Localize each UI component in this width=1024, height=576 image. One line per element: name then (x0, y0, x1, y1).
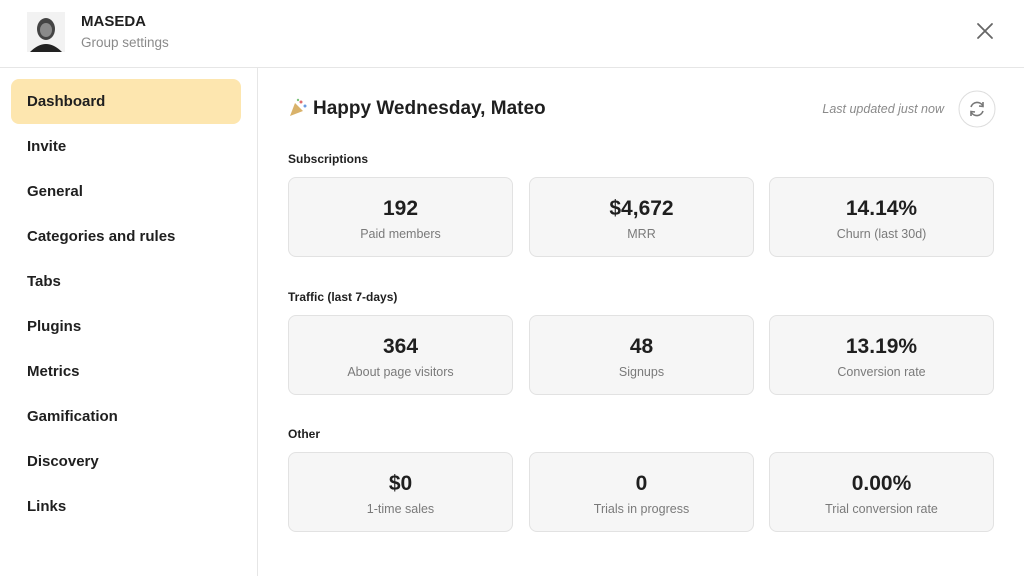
group-subtitle: Group settings (81, 35, 169, 50)
metric-label: Conversion rate (837, 364, 926, 379)
close-button[interactable] (975, 21, 995, 41)
metric-value: $0 (388, 472, 413, 495)
metric-value: 192 (382, 197, 419, 220)
section-title: Other (288, 427, 321, 441)
group-name: MASEDA (81, 13, 147, 30)
metric-card: 364 About page visitors (288, 314, 513, 395)
greeting: Happy Wednesday, Mateo (313, 98, 546, 119)
metric-card: $0 1-time sales (288, 452, 513, 532)
metric-label: MRR (627, 227, 656, 241)
metric-card: 0.00% Trial conversion rate (769, 452, 994, 532)
metric-label: Trials in progress (593, 502, 690, 516)
nav-item[interactable]: Links (27, 498, 67, 515)
metric-card: 14.14% Churn (last 30d) (769, 177, 994, 257)
refresh-button[interactable] (958, 90, 996, 128)
metric-label: Trial conversion rate (825, 502, 938, 516)
avatar (27, 12, 65, 52)
metric-label: 1-time sales (366, 502, 435, 516)
section-title: Subscriptions (288, 152, 369, 166)
metric-value: $4,672 (609, 197, 674, 220)
nav-item[interactable]: Metrics (27, 363, 80, 380)
metric-value: 0 (635, 472, 648, 495)
metric-label: Signups (618, 364, 665, 379)
metric-value: 48 (629, 334, 654, 358)
nav-item[interactable]: Tabs (27, 273, 61, 290)
nav-item[interactable]: Discovery (27, 453, 99, 470)
metric-card: $4,672 MRR (529, 177, 754, 257)
metric-label: About page visitors (347, 364, 454, 379)
metric-value: 364 (382, 334, 419, 358)
metric-card: 192 Paid members (288, 177, 513, 257)
metric-card: 0 Trials in progress (529, 452, 754, 532)
metric-value: 0.00% (851, 472, 912, 495)
metric-value: 14.14% (845, 197, 918, 220)
nav-item[interactable]: General (27, 183, 83, 200)
metric-label: Paid members (360, 227, 441, 241)
sidebar: Dashboard Invite General Categories and rul… (0, 68, 258, 576)
last-updated: Last updated just now (822, 102, 944, 116)
nav-item[interactable]: Gamification (27, 408, 118, 425)
metric-card: 48 Signups (529, 314, 754, 395)
metric-value: 13.19% (845, 334, 918, 358)
metric-card: 13.19% Conversion rate (769, 314, 994, 395)
nav-item[interactable]: Categories and rules (27, 228, 176, 245)
header: MASEDA Group settings (0, 0, 1024, 68)
metric-label: Churn (last 30d) (836, 227, 927, 241)
section-title: Traffic (last 7-days) (288, 289, 398, 304)
nav-item[interactable]: Invite (27, 138, 67, 155)
party-icon (290, 98, 307, 116)
nav-item[interactable]: Plugins (27, 318, 82, 335)
nav-item[interactable]: Dashboard (11, 79, 241, 124)
